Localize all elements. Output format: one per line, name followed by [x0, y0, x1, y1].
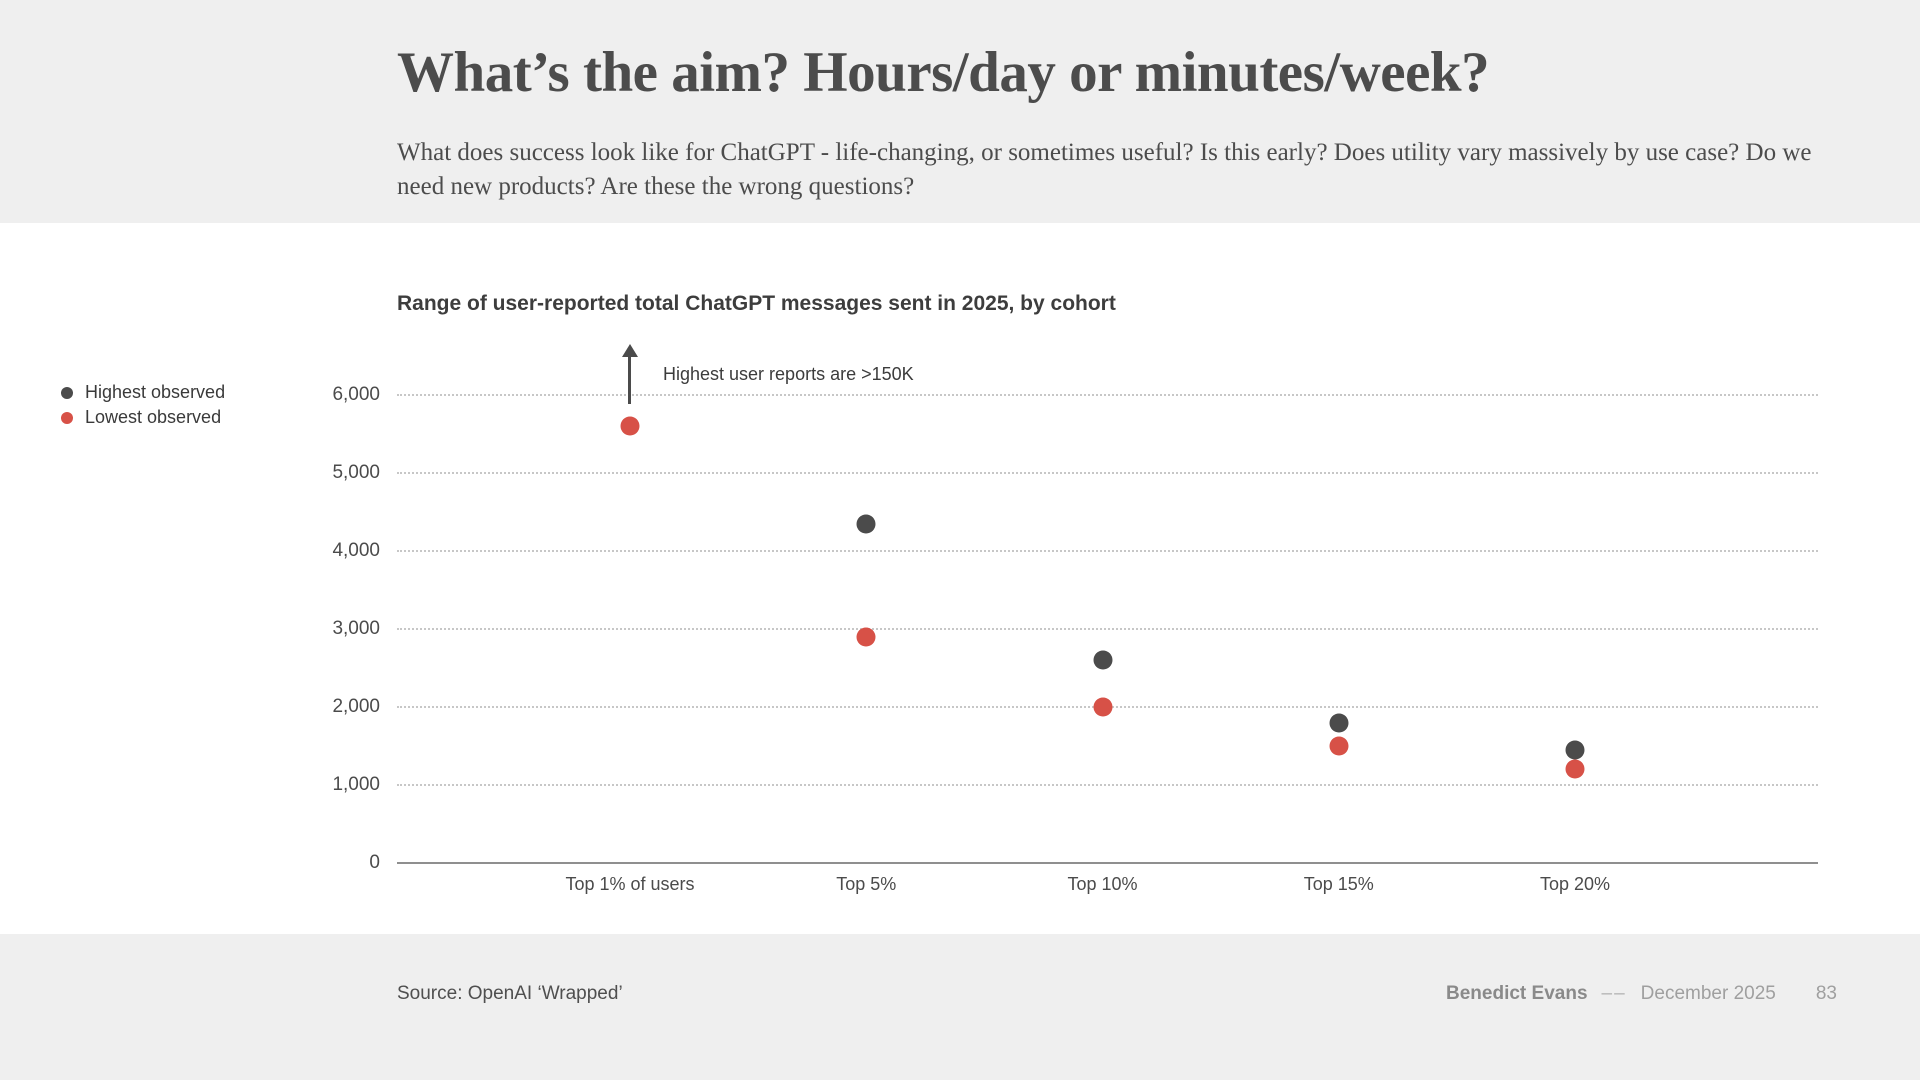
legend-label-highest: Highest observed	[85, 382, 226, 402]
y-tick-label: 0	[369, 852, 380, 873]
x-tick-label-top-1-of-users: Top 1% of users	[565, 874, 695, 894]
y-tick-label: 6,000	[332, 384, 380, 405]
gridline-3000	[397, 628, 1818, 630]
page-number: 83	[1815, 983, 1837, 1004]
data-point-lowest-observed-top-1-of-users	[620, 416, 640, 436]
gridline-6000	[397, 394, 1818, 396]
x-tick-label-top-20-: Top 20%	[1539, 874, 1611, 894]
author-name: Benedict Evans	[1446, 983, 1588, 1004]
data-point-lowest-observed-top-10-	[1093, 697, 1112, 717]
gridline-5000	[397, 472, 1818, 474]
page-title: What’s the aim? Hours/day or minutes/wee…	[397, 41, 1490, 104]
chart-legend: Highest observed Lowest observed	[61, 380, 225, 430]
credit-separator: ––	[1601, 983, 1627, 1004]
legend-item-lowest: Lowest observed	[61, 405, 225, 430]
data-point-lowest-observed-top-15-	[1329, 736, 1349, 756]
x-tick-label-top-15-: Top 15%	[1303, 874, 1374, 894]
y-tick-label: 2,000	[332, 696, 380, 717]
annotation-arrow-stem	[628, 356, 631, 404]
x-tick-label-top-10-: Top 10%	[1067, 874, 1138, 894]
x-tick-label-top-5-: Top 5%	[836, 874, 897, 894]
data-point-highest-observed-top-20-	[1565, 740, 1585, 760]
source-note: Source: OpenAI ‘Wrapped’	[397, 983, 623, 1004]
footer-band	[0, 934, 1920, 1080]
legend-dot-lowest-icon	[61, 411, 73, 424]
y-tick-label: 3,000	[332, 618, 380, 639]
gridline-4000	[397, 550, 1818, 552]
data-point-highest-observed-top-15-	[1329, 713, 1349, 733]
data-point-lowest-observed-top-5-	[856, 627, 876, 647]
page-subtitle: What does success look like for ChatGPT …	[397, 139, 1812, 200]
legend-dot-highest-icon	[61, 386, 73, 399]
gridline-1000	[397, 784, 1818, 786]
annotation-text: Highest user reports are >150K	[663, 364, 914, 384]
y-tick-label: 1,000	[332, 774, 380, 795]
header-band	[0, 0, 1920, 223]
annotation-arrow-up-icon	[622, 344, 638, 357]
y-tick-label: 4,000	[332, 540, 380, 561]
chart-title: Range of user-reported total ChatGPT mes…	[397, 292, 1116, 315]
data-point-highest-observed-top-10-	[1093, 650, 1112, 670]
credit-date: December 2025	[1640, 983, 1776, 1004]
x-axis-line	[397, 862, 1818, 864]
legend-label-lowest: Lowest observed	[85, 407, 222, 427]
y-tick-label: 5,000	[332, 462, 380, 483]
legend-item-highest: Highest observed	[61, 380, 225, 405]
data-point-lowest-observed-top-20-	[1565, 759, 1585, 779]
data-point-highest-observed-top-5-	[856, 514, 876, 534]
credit-line: Benedict Evans –– December 2025 83	[1446, 983, 1837, 1005]
